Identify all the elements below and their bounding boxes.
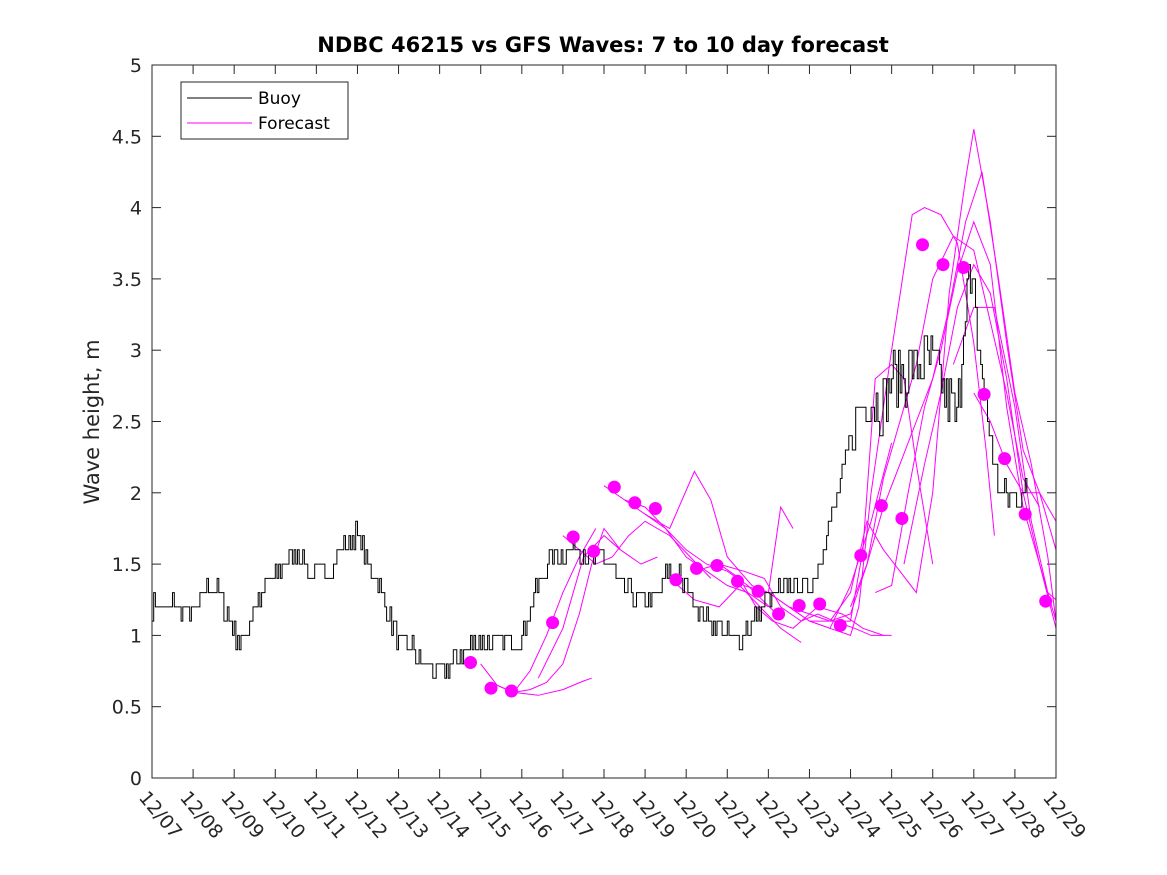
axis-ticks (151, 64, 1057, 779)
forecast-point (874, 499, 888, 513)
forecast-point (977, 387, 991, 401)
forecast-line-20 (952, 306, 1057, 601)
y-axis-label: Wave height, m (80, 339, 104, 504)
forecast-point (854, 549, 868, 562)
forecast-point (546, 616, 560, 630)
forecast-point (669, 573, 683, 587)
forecast-point (1018, 507, 1032, 521)
legend: Buoy Forecast (180, 81, 349, 140)
forecast-point (1039, 594, 1053, 608)
forecast-line-16 (829, 129, 1057, 622)
forecast-point (957, 261, 970, 274)
forecast-line-14 (788, 363, 934, 622)
forecast-point (587, 544, 601, 558)
forecast-point (505, 684, 518, 698)
forecast-point (731, 574, 744, 588)
legend-buoy-label: Buoy (258, 89, 301, 109)
forecast-point (813, 597, 827, 611)
forecast-point (772, 607, 786, 621)
forecast-point (690, 561, 703, 575)
forecast-series (480, 129, 1057, 696)
y-tick-label: 1.5 (112, 554, 142, 576)
forecast-point (792, 599, 806, 612)
y-tick-label: 4 (130, 198, 142, 220)
forecast-point (710, 559, 724, 572)
y-tick-labels: 0 0.5 1 1.5 2 2.5 3 3.5 4 4.5 5 (112, 55, 142, 790)
forecast-line-13 (768, 207, 995, 637)
forecast-line-8 (644, 470, 794, 594)
forecast-point (464, 656, 477, 669)
forecast-point (751, 584, 765, 598)
forecast-point (998, 452, 1012, 466)
forecast-line-4 (537, 534, 658, 679)
forecast-point (833, 618, 847, 632)
forecast-point (484, 681, 498, 695)
y-tick-label: 3.5 (112, 269, 142, 291)
forecast-line-19 (903, 263, 1057, 629)
y-tick-label: 1 (130, 625, 142, 647)
legend-box (180, 81, 349, 140)
forecast-point (916, 238, 929, 252)
forecast-line-7 (624, 499, 777, 615)
forecast-line-17 (850, 171, 1057, 622)
y-tick-label: 2.5 (112, 412, 142, 434)
axes-box (151, 64, 1057, 779)
axes-background (152, 65, 1056, 778)
legend-forecast-label: Forecast (258, 114, 330, 134)
y-tick-label: 4.5 (112, 126, 142, 148)
plot-area: 00.511.522.533.544.55 12/0712/0812/0912/… (112, 55, 1090, 843)
forecast-line-11 (718, 563, 892, 636)
forecast-points (464, 238, 1053, 698)
y-tick-label: 3 (130, 340, 142, 362)
chart-title: NDBC 46215 vs GFS Waves: 7 to 10 day for… (317, 33, 888, 57)
forecast-line-10 (694, 563, 884, 636)
forecast-point (895, 512, 909, 525)
forecast-point (607, 480, 621, 494)
y-tick-label: 2 (130, 483, 142, 505)
forecast-point (936, 258, 950, 272)
y-tick-label: 0 (130, 768, 142, 790)
forecast-point (566, 530, 580, 544)
forecast-point (628, 496, 642, 510)
forecast-point (648, 502, 662, 515)
y-tick-label: 0.5 (112, 697, 142, 719)
forecast-line-3 (513, 677, 592, 696)
y-tick-label: 5 (130, 55, 142, 77)
